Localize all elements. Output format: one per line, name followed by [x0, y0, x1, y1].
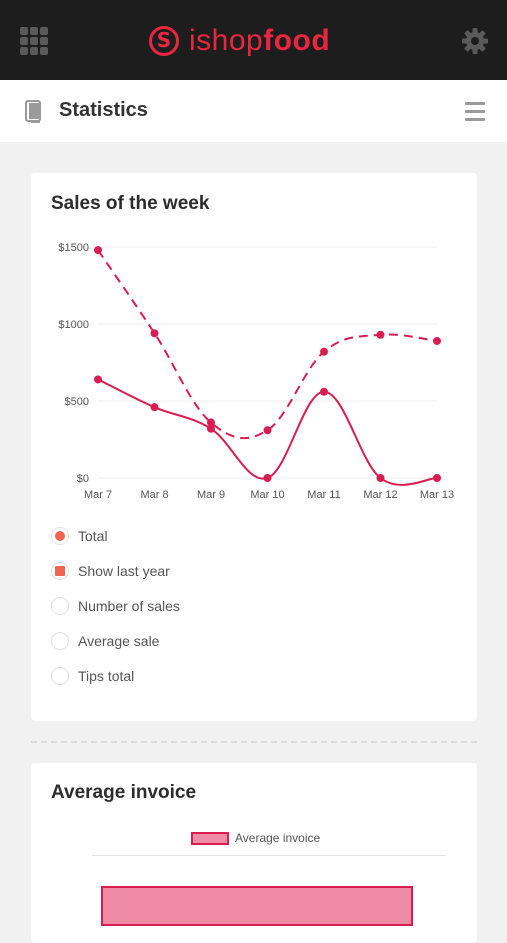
y-tick-label: $1500	[58, 242, 89, 254]
x-tick-label: Mar 12	[363, 489, 397, 501]
legend-radio-show-last-year[interactable]	[51, 562, 69, 580]
legend-item-number-of-sales[interactable]: Number of sales	[51, 596, 180, 616]
legend-item-tips-total[interactable]: Tips total	[51, 666, 134, 686]
legend-radio-number-of-sales[interactable]	[51, 597, 69, 615]
data-point	[320, 347, 328, 356]
average-chart-axis	[92, 855, 446, 856]
legend-radio-tips-total[interactable]	[51, 667, 69, 685]
brand-logo: ishopfood	[149, 22, 330, 60]
data-point	[94, 246, 102, 255]
legend-radio-average-sale[interactable]	[51, 632, 69, 650]
series-line-dashed	[97, 249, 438, 440]
average-invoice-legend[interactable]: Average invoice	[191, 831, 320, 845]
data-point	[207, 418, 215, 427]
legend-radio-total[interactable]	[51, 527, 69, 545]
y-tick-label: $1000	[58, 319, 89, 331]
data-point	[207, 424, 215, 433]
data-point	[376, 474, 385, 482]
y-tick-label: $500	[65, 396, 89, 408]
average-card-title: Average invoice	[51, 782, 197, 803]
section-divider	[31, 741, 477, 743]
brand-name-light: ishop	[189, 24, 264, 57]
x-tick-label: Mar 8	[140, 489, 168, 501]
brand-name-bold: food	[263, 24, 331, 57]
top-app-bar: ishopfood	[0, 0, 507, 80]
data-point	[150, 403, 159, 412]
x-tick-label: Mar 7	[84, 489, 112, 501]
legend-label-show-last-year: Show last year	[78, 563, 170, 579]
hamburger-menu-icon[interactable]	[465, 102, 485, 121]
legend-label-tips-total: Tips total	[78, 668, 135, 684]
gear-icon[interactable]	[461, 27, 489, 55]
x-tick-label: Mar 10	[250, 489, 284, 501]
data-point	[433, 474, 441, 482]
data-point	[94, 375, 102, 384]
legend-item-average-sale[interactable]: Average sale	[51, 631, 159, 651]
average-invoice-bar	[101, 886, 413, 926]
legend-label-average-sale: Average sale	[78, 633, 160, 649]
book-icon	[25, 100, 41, 123]
legend-item-total[interactable]: Total	[51, 526, 108, 546]
data-point	[263, 474, 272, 482]
sales-card-title: Sales of the week	[51, 193, 210, 214]
x-tick-label: Mar 11	[307, 489, 340, 501]
x-tick-label: Mar 9	[197, 489, 225, 501]
data-point	[150, 329, 159, 338]
page-header	[0, 80, 507, 142]
data-point	[320, 387, 328, 396]
apps-grid-icon[interactable]	[20, 27, 48, 55]
data-point	[263, 426, 272, 435]
legend-label-total: Total	[78, 528, 108, 544]
legend-swatch	[191, 831, 229, 845]
data-point	[376, 330, 385, 339]
data-point	[433, 336, 441, 345]
average-invoice-card: Average invoice Average invoice	[31, 763, 477, 943]
page-title: Statistics	[59, 99, 148, 121]
sales-line-chart: $1500 $1000 $500 $0 Mar 7 Mar 8 Mar 9 Mar 10 Mar…	[58, 242, 454, 501]
sales-of-week-card: Sales of the week $1500 $1000 $500 $0 Mar 7 M…	[31, 173, 477, 721]
y-tick-label: $0	[77, 473, 89, 485]
brand-name: ishopfood	[189, 24, 330, 58]
average-legend-label: Average invoice	[235, 831, 321, 845]
x-tick-label: Mar 13	[420, 489, 454, 501]
logo-mark-icon	[149, 26, 179, 56]
legend-label-number-of-sales: Number of sales	[78, 598, 180, 614]
legend-item-show-last-year[interactable]: Show last year	[51, 561, 170, 581]
